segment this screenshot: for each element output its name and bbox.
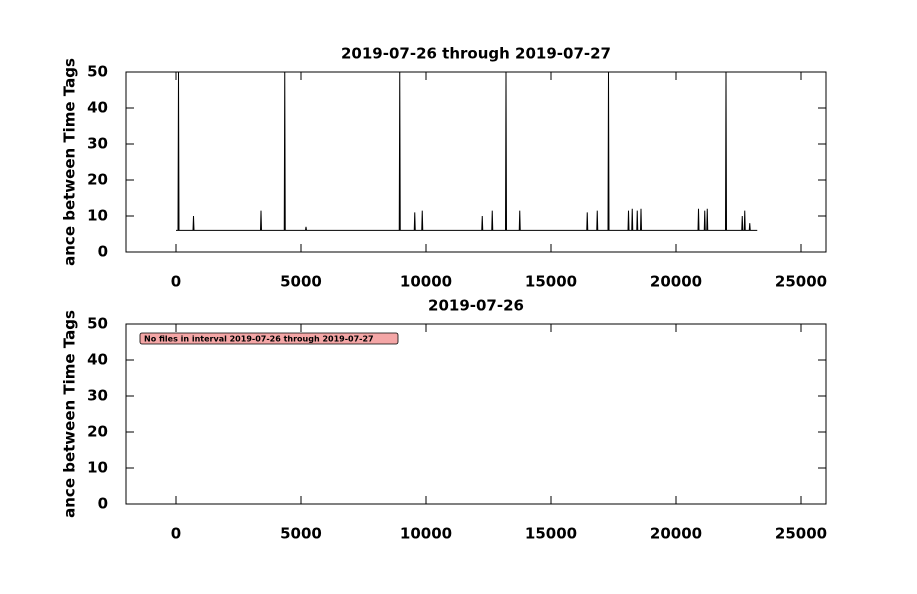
annotation-box (139, 332, 399, 345)
x-tick-label: 15000 (525, 273, 577, 291)
y-axis-label: ance between Time Tags (61, 310, 79, 518)
y-axis-label: ance between Time Tags (61, 58, 79, 266)
x-tick-label: 20000 (650, 525, 702, 543)
y-tick-label: 10 (87, 459, 108, 477)
y-tick-label: 50 (87, 63, 108, 81)
y-tick-label: 50 (87, 315, 108, 333)
x-tick-label: 25000 (775, 273, 827, 291)
x-tick-label: 5000 (280, 525, 322, 543)
y-tick-label: 30 (87, 387, 108, 405)
x-tick-label: 0 (171, 273, 181, 291)
y-tick-label: 40 (87, 99, 108, 117)
annotation: No files in interval 2019-07-26 through … (144, 335, 374, 344)
plot-frame (125, 71, 827, 253)
x-tick-label: 10000 (400, 525, 452, 543)
x-tick-label: 10000 (400, 273, 452, 291)
plot-frame (125, 323, 827, 505)
y-tick-label: 0 (98, 243, 108, 261)
chart-title: 2019-07-26 (428, 297, 524, 315)
chart-title: 2019-07-26 through 2019-07-27 (341, 45, 611, 63)
x-tick-label: 15000 (525, 525, 577, 543)
data-line (176, 72, 758, 231)
y-tick-label: 30 (87, 135, 108, 153)
x-tick-label: 0 (171, 525, 181, 543)
y-tick-label: 40 (87, 351, 108, 369)
y-tick-label: 20 (87, 423, 108, 441)
x-tick-label: 25000 (775, 525, 827, 543)
x-tick-label: 20000 (650, 273, 702, 291)
y-tick-label: 20 (87, 171, 108, 189)
y-tick-label: 0 (98, 495, 108, 513)
y-tick-label: 10 (87, 207, 108, 225)
x-tick-label: 5000 (280, 273, 322, 291)
